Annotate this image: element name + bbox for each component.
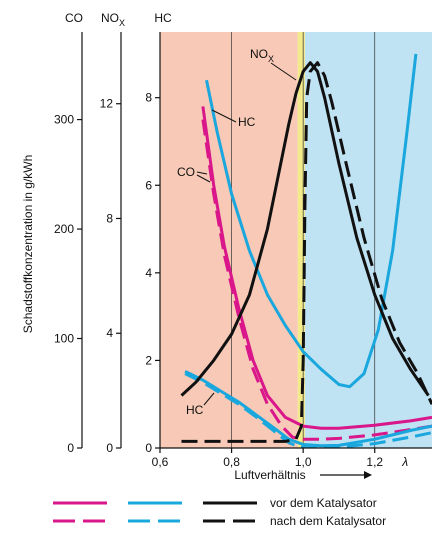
nox-annotation: NOX <box>250 47 274 64</box>
hc-lower-leader <box>203 392 215 406</box>
hc-tick-label: 4 <box>145 266 152 280</box>
curve-co_after <box>201 119 432 441</box>
co-tick-label: 0 <box>67 441 74 455</box>
nox-tick-label: 12 <box>100 97 114 111</box>
x-lambda-symbol: λ <box>401 455 408 469</box>
hc-tick-label: 0 <box>145 441 152 455</box>
axes: 0,6 0,8 1,0 1,2 λ 0 2 4 6 8 0 4 8 12 0 100 200 300 <box>54 32 432 469</box>
nox-header-main: NO <box>101 11 119 25</box>
hc-axis-header: HC <box>154 11 172 25</box>
curves <box>180 53 432 448</box>
legend-before-label: vor dem Katalysator <box>270 496 377 510</box>
region-rich <box>160 32 298 448</box>
x-tick-label: 0,8 <box>223 455 240 469</box>
co-tick-label: 200 <box>54 222 74 236</box>
y-axis-label: Schadstoffkonzentration in g/kWh <box>21 155 35 334</box>
co-tick-label: 100 <box>54 332 74 346</box>
x-tick-label: 0,6 <box>152 455 169 469</box>
nox-axis-header: NOX <box>101 11 125 28</box>
co-leader-1 <box>196 171 208 175</box>
legend-after-label: nach dem Katalysator <box>270 514 386 528</box>
hc-tick-label: 6 <box>145 178 152 192</box>
hc-tick-label: 8 <box>145 91 152 105</box>
hc-lower-annotation: HC <box>186 403 204 417</box>
x-axis-arrow-head <box>364 471 372 479</box>
nox-annotation-main: NO <box>250 47 268 61</box>
co-tick-label: 300 <box>54 113 74 127</box>
co-leader-2 <box>196 174 211 183</box>
co-annotation: CO <box>177 165 195 179</box>
nox-tick-label: 4 <box>106 326 113 340</box>
curve-nox_after <box>181 61 432 443</box>
nox-tick-label: 0 <box>106 441 113 455</box>
hc-tick-label: 2 <box>145 353 152 367</box>
region-window <box>297 32 305 448</box>
x-axis-label: Luftverhältnis <box>234 468 305 482</box>
curve-hc_after <box>184 372 432 448</box>
hc-upper-leader <box>211 109 237 123</box>
curve-hc_before_up <box>205 53 418 389</box>
nox-header-sub: X <box>119 18 125 28</box>
nox-leader <box>270 62 297 81</box>
x-tick-label: 1,0 <box>295 455 312 469</box>
legend: vor dem Katalysator nach dem Katalysator <box>53 496 386 528</box>
nox-tick-label: 8 <box>106 211 113 225</box>
hc-upper-annotation: HC <box>238 115 256 129</box>
x-tick-label: 1,2 <box>366 455 383 469</box>
nox-annotation-sub: X <box>268 54 274 64</box>
co-axis-header: CO <box>65 11 83 25</box>
curve-nox_before <box>180 61 430 397</box>
